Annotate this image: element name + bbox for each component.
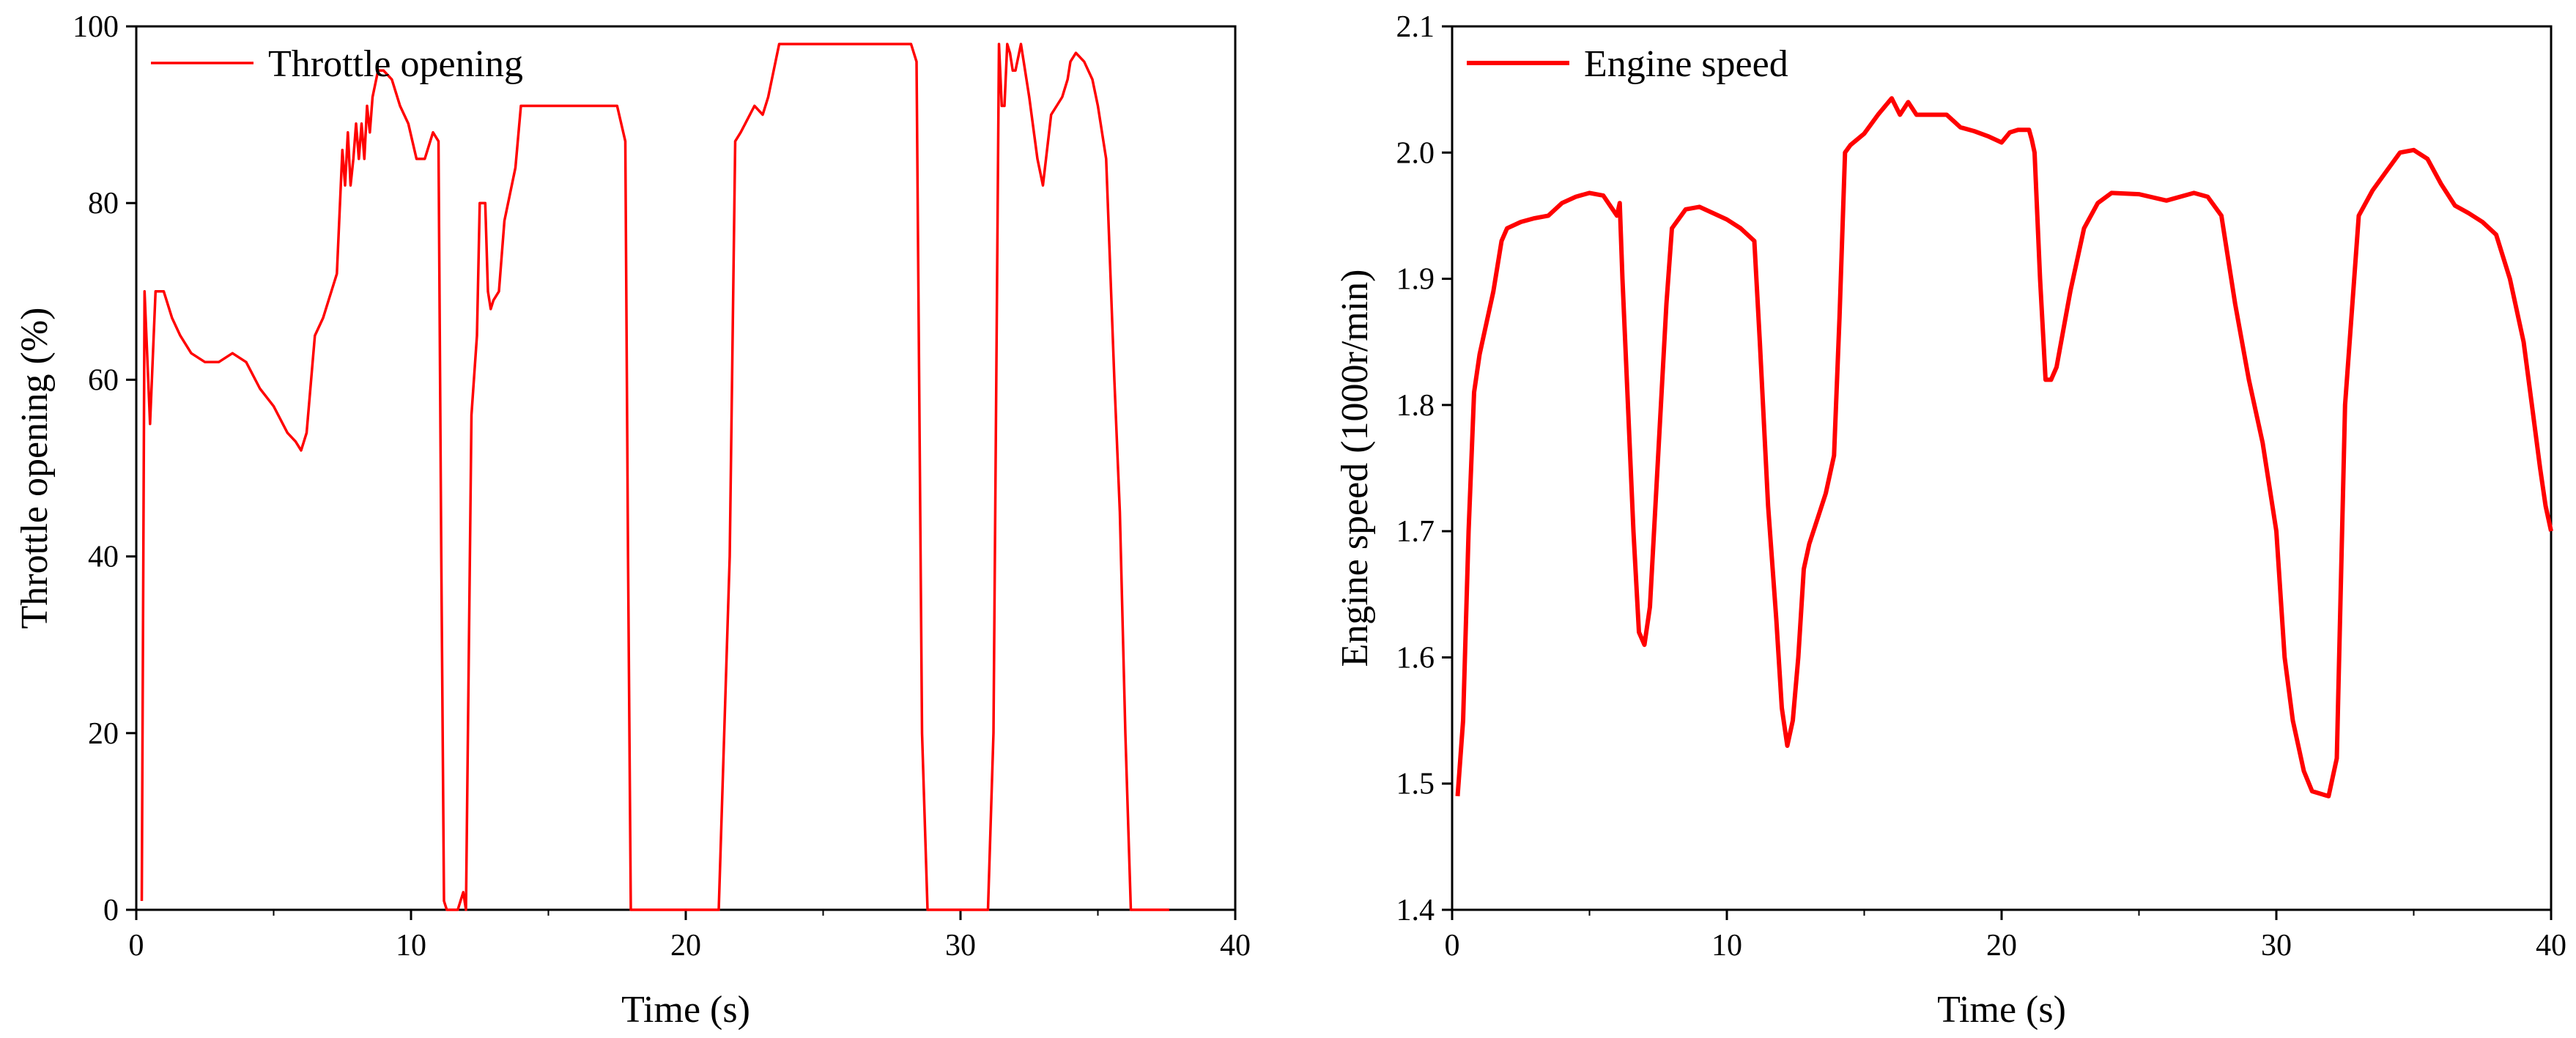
y-tick-label: 100 xyxy=(73,10,119,44)
y-axis-title: Throttle opening (%) xyxy=(14,308,56,629)
axis-ticks: 0 10 20 30 40 0 20 40 60 80 100 xyxy=(73,10,1251,963)
y-tick-label: 1.4 xyxy=(1396,894,1435,927)
y-tick-label: 2.0 xyxy=(1396,136,1435,170)
y-tick-label: 1.9 xyxy=(1396,263,1435,297)
x-tick-label: 10 xyxy=(396,929,426,963)
x-tick-label: 10 xyxy=(1711,929,1742,963)
x-tick-label: 20 xyxy=(670,929,701,963)
plot-frame xyxy=(135,25,1237,911)
y-tick-label: 20 xyxy=(88,717,119,751)
plot-frame xyxy=(1451,25,2553,911)
x-tick-label: 0 xyxy=(129,929,144,963)
y-tick-label: 2.1 xyxy=(1396,10,1435,44)
throttle-chart: 0 10 20 30 40 0 20 40 60 80 100 Throttle opening T… xyxy=(14,10,1251,1031)
x-axis-title: Time (s) xyxy=(621,989,750,1031)
y-axis-title: Engine speed (1000r/min) xyxy=(1334,270,1376,667)
axis-ticks: 0 10 20 30 40 1.4 1.5 1.6 1.7 1.8 1.9 2.0 2.1 xyxy=(1396,10,2567,963)
x-tick-label: 20 xyxy=(1986,929,2017,963)
engine-speed-chart: 0 10 20 30 40 1.4 1.5 1.6 1.7 1.8 1.9 2.0 2.1 Engine… xyxy=(1334,10,2566,1031)
y-tick-label: 1.7 xyxy=(1396,515,1435,549)
y-tick-label: 1.8 xyxy=(1396,389,1435,423)
legend-label: Engine speed xyxy=(1584,43,1788,85)
throttle-opening-line xyxy=(140,42,1169,911)
y-tick-label: 60 xyxy=(88,363,119,397)
x-tick-label: 30 xyxy=(2261,929,2292,963)
x-tick-label: 40 xyxy=(1220,929,1251,963)
y-tick-label: 80 xyxy=(88,187,119,220)
x-tick-label: 40 xyxy=(2536,929,2566,963)
y-tick-label: 1.5 xyxy=(1396,768,1435,801)
legend-label: Throttle opening xyxy=(268,43,523,85)
engine-speed-line xyxy=(1455,96,2553,798)
y-tick-label: 1.6 xyxy=(1396,641,1435,675)
x-axis-title: Time (s) xyxy=(1937,989,2066,1031)
y-tick-label: 0 xyxy=(103,894,119,927)
x-tick-label: 30 xyxy=(945,929,976,963)
y-tick-label: 40 xyxy=(88,541,119,574)
x-tick-label: 0 xyxy=(1445,929,1460,963)
